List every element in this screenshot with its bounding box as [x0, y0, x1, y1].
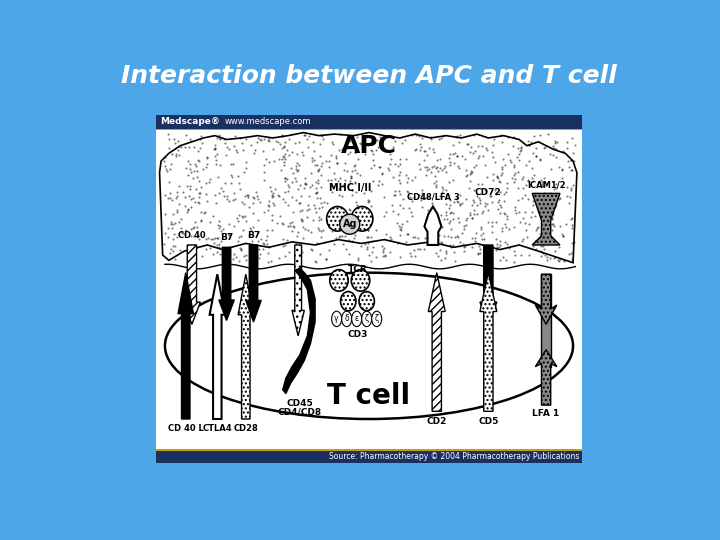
Bar	[156, 449, 582, 450]
Polygon shape	[532, 193, 560, 245]
Bar	[541, 274, 551, 367]
Text: CD 40 L: CD 40 L	[168, 424, 204, 434]
Text: CD45: CD45	[287, 399, 313, 408]
Text: CD5: CD5	[478, 417, 498, 426]
Text: ζ: ζ	[364, 314, 369, 323]
Ellipse shape	[351, 269, 370, 291]
Text: Interaction between APC and T cell: Interaction between APC and T cell	[121, 64, 617, 89]
Polygon shape	[210, 274, 225, 419]
Text: CD48/LFA 3: CD48/LFA 3	[407, 192, 459, 201]
Polygon shape	[246, 245, 261, 322]
Text: CD4/CD8: CD4/CD8	[278, 408, 322, 416]
Ellipse shape	[361, 311, 372, 327]
Ellipse shape	[351, 311, 361, 327]
Polygon shape	[292, 245, 305, 336]
Ellipse shape	[359, 292, 374, 311]
Ellipse shape	[165, 273, 573, 419]
Polygon shape	[425, 206, 441, 245]
Text: APC: APC	[341, 134, 397, 158]
Text: LFA 1: LFA 1	[533, 409, 559, 418]
Ellipse shape	[330, 269, 348, 291]
Text: Source: Pharmacotherapy © 2004 Pharmacotherapy Publications: Source: Pharmacotherapy © 2004 Pharmacot…	[329, 452, 579, 461]
Polygon shape	[238, 274, 253, 419]
Text: δ: δ	[344, 314, 349, 323]
Bar	[156, 115, 582, 463]
Bar	[156, 129, 582, 130]
Circle shape	[340, 214, 360, 234]
Text: ICAM1/2: ICAM1/2	[527, 180, 565, 190]
Bar	[156, 115, 582, 129]
Text: Medscape®: Medscape®	[161, 117, 220, 126]
Polygon shape	[160, 132, 577, 262]
Text: www.medscape.com: www.medscape.com	[225, 117, 312, 126]
Text: ε: ε	[355, 314, 359, 323]
Text: B7: B7	[220, 233, 233, 242]
Polygon shape	[480, 273, 497, 411]
Text: TCR: TCR	[348, 265, 367, 274]
Ellipse shape	[327, 206, 348, 231]
Text: CD 40: CD 40	[178, 231, 206, 240]
Text: CTLA4: CTLA4	[202, 424, 232, 434]
Ellipse shape	[351, 206, 373, 231]
Polygon shape	[480, 245, 497, 325]
Bar	[156, 450, 582, 463]
Polygon shape	[184, 245, 200, 325]
Polygon shape	[283, 268, 315, 394]
Polygon shape	[535, 350, 557, 405]
Ellipse shape	[342, 311, 351, 327]
Polygon shape	[178, 273, 194, 419]
Ellipse shape	[332, 311, 342, 327]
Text: T cell: T cell	[328, 382, 410, 410]
Text: γ: γ	[334, 314, 339, 323]
Polygon shape	[428, 273, 445, 411]
Text: CD72: CD72	[475, 188, 502, 197]
Text: CD3: CD3	[347, 330, 368, 339]
Ellipse shape	[341, 292, 356, 311]
Ellipse shape	[372, 311, 382, 327]
Text: ζ: ζ	[374, 314, 379, 323]
Polygon shape	[535, 274, 557, 325]
Text: CD28: CD28	[233, 424, 258, 434]
Text: MHC I/II: MHC I/II	[328, 184, 371, 193]
Text: B7: B7	[247, 231, 260, 240]
Text: Ag: Ag	[343, 219, 357, 229]
Text: CD2: CD2	[426, 417, 447, 426]
Polygon shape	[219, 247, 234, 320]
